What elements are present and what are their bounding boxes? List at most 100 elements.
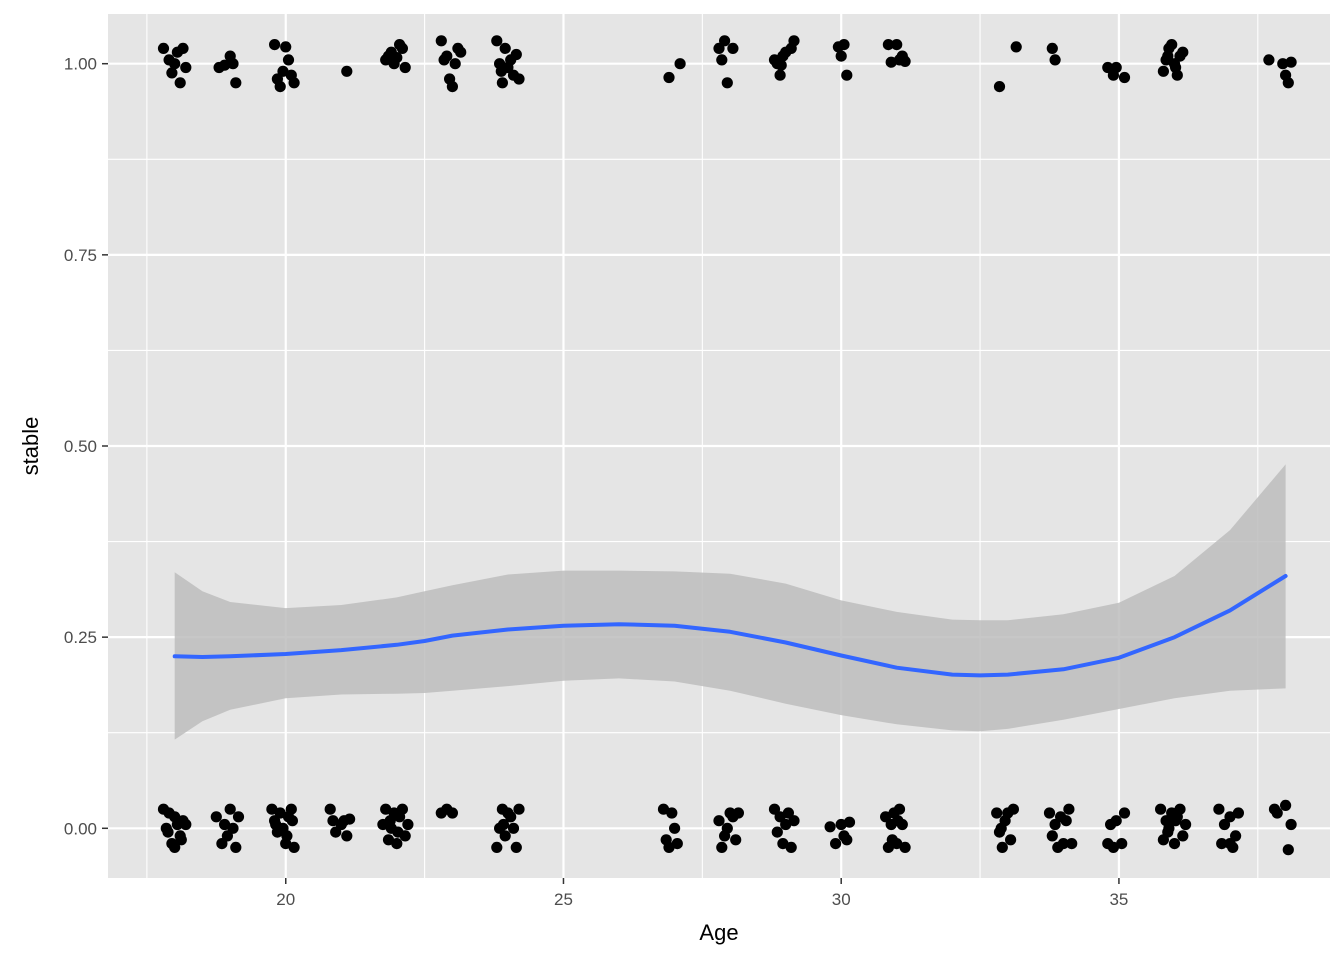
- data-point: [824, 821, 836, 833]
- data-point: [721, 77, 733, 89]
- data-point: [391, 838, 403, 850]
- data-point: [499, 830, 511, 842]
- y-axis-ticks: 0.00 0.25 0.50 0.75 1.00: [64, 55, 108, 838]
- data-point: [663, 71, 675, 84]
- data-point: [227, 58, 239, 70]
- data-point: [1005, 834, 1017, 846]
- data-point: [886, 834, 898, 846]
- data-point: [1116, 838, 1128, 850]
- data-point: [496, 77, 508, 89]
- data-point: [274, 81, 286, 93]
- data-point: [1066, 838, 1078, 850]
- data-point: [996, 841, 1008, 854]
- data-point: [341, 830, 353, 842]
- data-point: [899, 841, 911, 854]
- data-point: [491, 35, 503, 47]
- data-point: [391, 52, 403, 64]
- confidence-ribbon: [174, 464, 1286, 740]
- data-point: [1282, 844, 1294, 856]
- data-point: [269, 39, 281, 51]
- data-point: [1232, 807, 1244, 819]
- data-point: [1102, 61, 1114, 74]
- data-point: [449, 58, 461, 70]
- data-point: [782, 807, 795, 819]
- data-point: [730, 834, 742, 846]
- data-point: [396, 42, 408, 55]
- data-point: [513, 803, 525, 815]
- data-point: [341, 65, 353, 77]
- data-point: [286, 815, 298, 827]
- data-point: [835, 50, 847, 62]
- data-point: [270, 818, 282, 831]
- data-point: [1162, 826, 1174, 838]
- data-point: [1282, 77, 1294, 89]
- data-point: [1177, 46, 1189, 58]
- data-point: [1155, 803, 1167, 815]
- data-point: [1063, 803, 1075, 815]
- data-point: [180, 818, 192, 831]
- data-point: [1177, 830, 1189, 842]
- data-point: [732, 807, 745, 819]
- data-point: [510, 841, 522, 854]
- data-point: [162, 826, 174, 838]
- data-point: [324, 803, 336, 815]
- data-point: [838, 39, 850, 51]
- data-point: [785, 841, 797, 854]
- data-point: [1277, 58, 1289, 70]
- data-point: [771, 826, 783, 838]
- data-point: [1057, 838, 1069, 850]
- data-point: [1285, 818, 1297, 831]
- data-point: [166, 67, 178, 79]
- y-tick-label: 0.50: [64, 437, 97, 456]
- data-point: [1170, 815, 1182, 827]
- data-point: [1060, 815, 1072, 827]
- data-point: [1010, 41, 1022, 53]
- data-point: [281, 830, 293, 842]
- data-point: [396, 803, 408, 815]
- data-point: [175, 834, 187, 846]
- data-point: [507, 822, 520, 834]
- data-point: [899, 55, 911, 67]
- data-point: [446, 807, 458, 819]
- data-point: [882, 39, 895, 51]
- data-point: [513, 73, 525, 85]
- data-point: [392, 826, 404, 838]
- data-point: [510, 48, 522, 61]
- data-point: [716, 841, 728, 854]
- data-point: [441, 50, 453, 62]
- data-point: [841, 834, 853, 846]
- data-point: [721, 822, 733, 834]
- data-point: [1110, 61, 1122, 74]
- data-point: [497, 818, 510, 831]
- x-axis-ticks: 20 25 30 35: [276, 878, 1128, 909]
- data-point: [1046, 42, 1058, 55]
- data-point: [666, 807, 678, 819]
- data-point: [1049, 54, 1061, 66]
- data-point: [180, 61, 192, 74]
- data-point: [1043, 807, 1056, 819]
- data-point: [288, 77, 300, 89]
- data-point: [1170, 61, 1182, 74]
- data-point: [788, 815, 800, 827]
- data-point: [1118, 807, 1131, 819]
- data-point: [230, 841, 242, 854]
- data-point: [775, 59, 787, 71]
- data-point: [674, 58, 686, 70]
- data-point: [788, 35, 800, 47]
- data-point: [399, 61, 411, 74]
- data-point: [221, 830, 233, 842]
- data-point: [893, 803, 906, 815]
- y-axis-title: stable: [18, 417, 43, 476]
- data-point: [344, 813, 356, 825]
- y-tick-label: 0.00: [64, 819, 97, 838]
- data-point: [671, 838, 683, 850]
- data-point: [716, 54, 728, 66]
- data-point: [171, 46, 183, 58]
- data-point: [727, 42, 739, 55]
- data-point: [713, 815, 725, 827]
- data-point: [277, 65, 289, 77]
- data-point: [455, 46, 467, 58]
- x-axis-title: Age: [699, 920, 738, 945]
- y-tick-label: 0.25: [64, 628, 97, 647]
